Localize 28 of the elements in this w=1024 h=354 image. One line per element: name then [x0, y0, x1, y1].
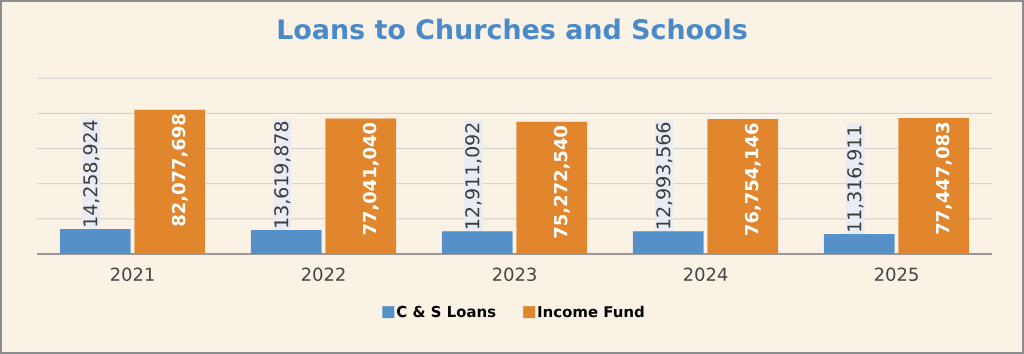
- bar: [59, 228, 131, 254]
- data-label: 77,041,040: [362, 122, 379, 235]
- bar: [325, 118, 397, 254]
- data-label: 12,911,092: [465, 123, 482, 229]
- data-label: 12,993,566: [656, 122, 673, 228]
- bar: [441, 231, 513, 254]
- legend-label: Income Fund: [538, 305, 644, 318]
- data-label: 77,447,083: [935, 122, 952, 234]
- legend-label: C & S Loans: [397, 305, 496, 318]
- x-tick-label: 2022: [302, 267, 345, 282]
- chart-title: Loans to Churches and Schools: [278, 18, 747, 40]
- x-tick-label: 2023: [493, 267, 536, 282]
- x-tick-label: 2021: [111, 267, 154, 282]
- bar: [898, 117, 970, 254]
- data-label: 13,619,878: [274, 121, 291, 227]
- bar: [823, 234, 895, 254]
- data-label: 76,754,146: [744, 123, 761, 235]
- data-label: 82,077,698: [171, 114, 188, 226]
- bar: [134, 109, 206, 254]
- bar: [707, 119, 779, 254]
- x-tick-label: 2025: [875, 267, 918, 282]
- data-label: 14,258,924: [83, 120, 100, 226]
- data-label: 11,316,911: [847, 126, 864, 231]
- data-label: 75,272,540: [553, 126, 570, 238]
- x-tick-label: 2024: [684, 267, 728, 282]
- bar: [516, 121, 588, 254]
- bar: [250, 230, 322, 254]
- bar: [632, 231, 704, 254]
